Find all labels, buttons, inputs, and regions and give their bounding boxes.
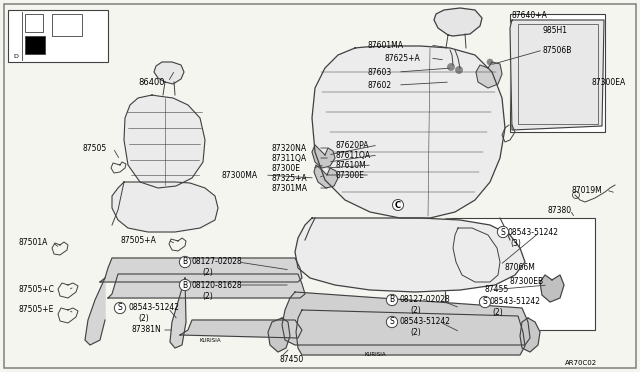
Text: (2): (2) (202, 292, 212, 301)
Text: 87640+A: 87640+A (512, 10, 548, 19)
Text: (3): (3) (510, 238, 521, 247)
Text: (2): (2) (138, 314, 148, 324)
Text: 87611QA: 87611QA (336, 151, 371, 160)
Polygon shape (520, 318, 540, 352)
Text: AR70C02: AR70C02 (565, 360, 597, 366)
Text: 86400: 86400 (138, 77, 164, 87)
Text: 87602: 87602 (368, 80, 392, 90)
Text: 87505+A: 87505+A (120, 235, 156, 244)
Text: 87505: 87505 (82, 144, 106, 153)
Polygon shape (295, 218, 525, 292)
Text: 87610M: 87610M (336, 160, 367, 170)
Text: 87450: 87450 (280, 356, 304, 365)
Text: D: D (13, 54, 18, 58)
Polygon shape (296, 310, 525, 355)
Polygon shape (154, 62, 184, 84)
Circle shape (487, 59, 493, 65)
Text: 87066M: 87066M (505, 263, 536, 273)
Polygon shape (112, 182, 218, 232)
Polygon shape (314, 165, 338, 188)
Text: B: B (182, 257, 188, 266)
Text: 08120-81628: 08120-81628 (192, 280, 243, 289)
Bar (52, 14, 82, 36)
Text: 87603: 87603 (368, 67, 392, 77)
Text: 87455: 87455 (485, 285, 509, 295)
Text: 87380: 87380 (548, 205, 572, 215)
Polygon shape (85, 278, 105, 345)
Polygon shape (100, 258, 302, 282)
Text: 87311QA: 87311QA (272, 154, 307, 163)
Bar (25, 36, 45, 54)
Text: 08127-02028: 08127-02028 (400, 295, 451, 305)
Polygon shape (268, 318, 290, 352)
Polygon shape (170, 278, 186, 348)
Polygon shape (434, 8, 482, 36)
Text: 87300EB: 87300EB (510, 278, 544, 286)
Bar (516, 20, 599, 126)
Polygon shape (312, 145, 335, 168)
Text: 87300MA: 87300MA (222, 170, 258, 180)
Bar (25, 14, 43, 32)
Polygon shape (282, 292, 530, 345)
Text: 87620PA: 87620PA (336, 141, 369, 150)
Bar (8, 10, 108, 62)
Polygon shape (108, 274, 305, 298)
Polygon shape (312, 46, 505, 218)
Text: 87505+E: 87505+E (18, 305, 53, 314)
Text: 87325+A: 87325+A (272, 173, 308, 183)
Circle shape (447, 64, 454, 71)
Text: (2): (2) (202, 269, 212, 278)
Text: S: S (118, 304, 122, 312)
Text: S: S (500, 228, 506, 237)
Text: B: B (182, 280, 188, 289)
Text: 08127-02028: 08127-02028 (192, 257, 243, 266)
Text: 87300EA: 87300EA (592, 77, 627, 87)
Text: 87320NA: 87320NA (272, 144, 307, 153)
Text: 87019M: 87019M (572, 186, 603, 195)
Text: 87301MA: 87301MA (272, 183, 308, 192)
Text: 87501A: 87501A (18, 237, 47, 247)
Text: 08543-51242: 08543-51242 (508, 228, 559, 237)
Text: (2): (2) (492, 308, 503, 317)
Text: 87601MA: 87601MA (368, 41, 404, 49)
Bar (510, 14, 605, 132)
Text: 87300E: 87300E (272, 164, 301, 173)
Text: S: S (390, 317, 394, 327)
Text: 08543-51242: 08543-51242 (490, 298, 541, 307)
Text: 985H1: 985H1 (543, 26, 568, 35)
Text: C: C (395, 201, 401, 209)
Text: B: B (389, 295, 395, 305)
Text: 08543-51242: 08543-51242 (400, 317, 451, 327)
Text: KURISIA: KURISIA (364, 353, 386, 357)
Text: (2): (2) (410, 328, 420, 337)
Text: 87300E: 87300E (336, 170, 365, 180)
Text: 87505+C: 87505+C (18, 285, 54, 295)
Polygon shape (510, 20, 604, 130)
Polygon shape (453, 228, 500, 282)
Text: 87506B: 87506B (543, 45, 572, 55)
Text: 08543-51242: 08543-51242 (128, 304, 179, 312)
Text: 87381N: 87381N (132, 326, 162, 334)
Bar (445, 218, 595, 330)
Text: 87625+A: 87625+A (385, 54, 420, 62)
Text: S: S (483, 298, 488, 307)
Polygon shape (540, 275, 564, 302)
Circle shape (456, 67, 463, 74)
Text: KURISIA: KURISIA (199, 337, 221, 343)
Polygon shape (476, 62, 502, 88)
Bar (518, 24, 598, 124)
Polygon shape (180, 320, 302, 338)
Polygon shape (124, 95, 205, 188)
Text: (2): (2) (410, 307, 420, 315)
